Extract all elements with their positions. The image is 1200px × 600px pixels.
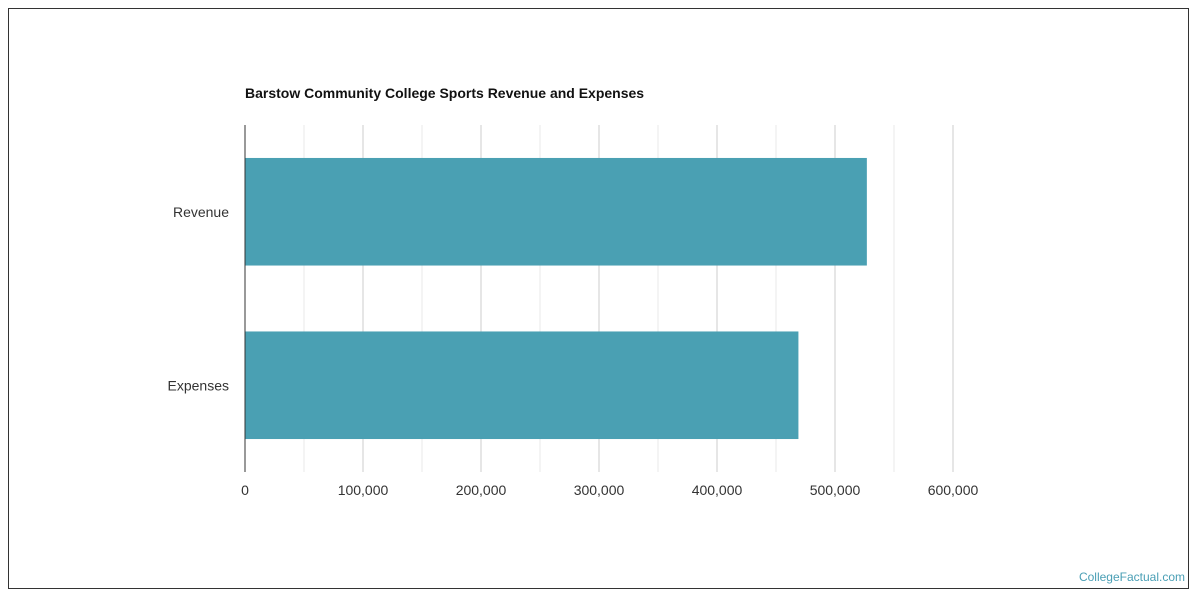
x-tick-label: 100,000 xyxy=(338,482,389,498)
category-label: Revenue xyxy=(173,204,229,220)
source-credit[interactable]: CollegeFactual.com xyxy=(1078,570,1185,584)
x-tick-label: 400,000 xyxy=(692,482,743,498)
axis-labels: Revenue Expenses 0 100,000 200,000 300,000 400… xyxy=(168,204,979,498)
x-tick-label: 500,000 xyxy=(810,482,861,498)
category-label: Expenses xyxy=(168,377,229,393)
chart-title: Barstow Community College Sports Revenue… xyxy=(245,85,645,101)
x-tick-label: 200,000 xyxy=(456,482,507,498)
x-tick-label: 0 xyxy=(241,482,249,498)
bar-revenue[interactable] xyxy=(245,157,867,266)
bars xyxy=(245,157,867,440)
x-tick-label: 300,000 xyxy=(574,482,625,498)
bar-expenses[interactable] xyxy=(245,331,799,440)
x-tick-label: 600,000 xyxy=(928,482,979,498)
